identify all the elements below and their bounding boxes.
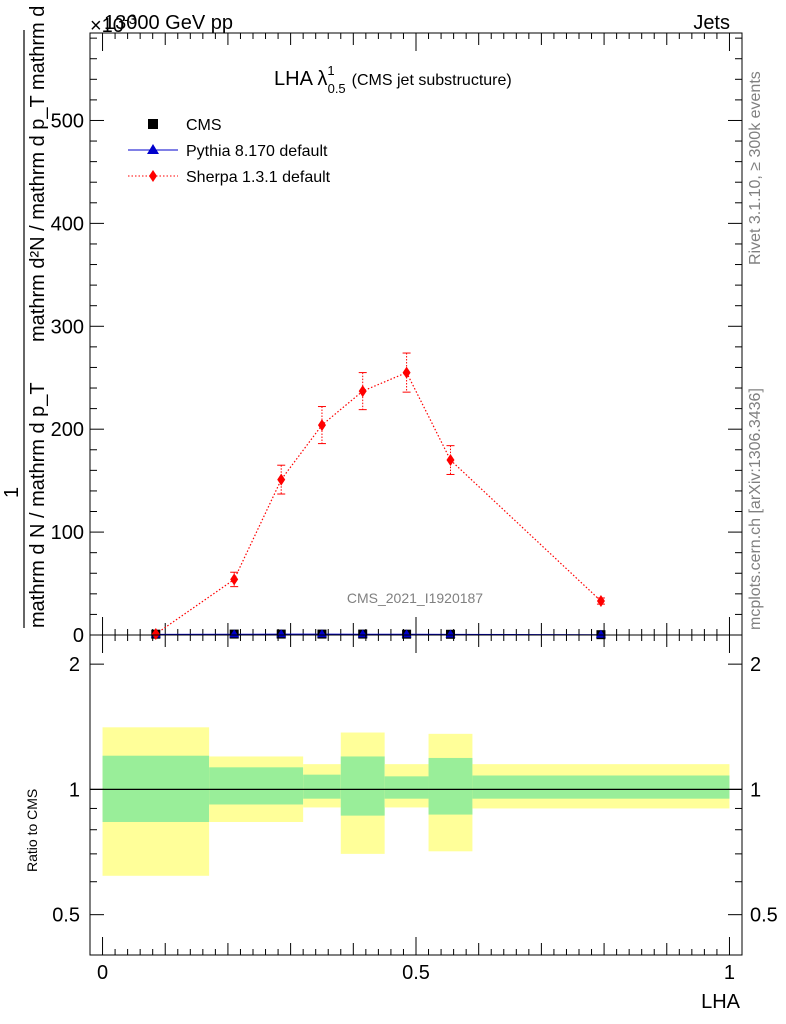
legend-entry-sherpa: Sherpa 1.3.1 default [128,169,331,186]
ratio-y-tick-label-right: 0.5 [750,905,778,927]
ratio-stat-band [428,757,473,815]
ratio-bands [102,727,730,876]
sherpa-point [402,366,411,379]
x-tick-labels: 0 0.5 1 [97,962,735,984]
x-tick-label: 0 [97,962,108,984]
legend-entry-pythia: Pythia 8.170 default [128,143,328,160]
ratio-stat-band [303,774,341,799]
pythia-point [595,629,606,638]
sherpa-line [155,371,602,635]
y-axis-label-inner: mathrm d²N / mathrm d p_T mathrm d lambd… [27,0,49,342]
x-axis-label: LHA [701,991,741,1013]
watermark: CMS_2021_I1920187 [347,590,483,606]
y-axis-label-denominator: mathrm d N / mathrm d p_T [27,382,49,628]
main-y-tick-label: 300 [51,316,84,338]
process-label: Jets [693,12,730,34]
main-y-tick-label: 500 [51,110,84,132]
y-axis-label: 1 mathrm d N / mathrm d p_T mathrm d²N /… [1,0,49,628]
ratio-axis-ticks [90,635,742,956]
ratio-y-tick-label-right: 2 [750,654,761,676]
ratio-y-tick-label: 2 [69,654,80,676]
ratio-stat-band [472,775,730,799]
main-y-tick-label: 400 [51,213,84,235]
ratio-y-tick-label: 0.5 [52,905,80,927]
main-y-tick-label: 100 [51,522,84,544]
main-y-tick-label: 200 [51,419,84,441]
legend-pythia-marker [147,144,159,154]
legend-cms-label: CMS [186,117,222,134]
sherpa-point [230,573,239,586]
rivet-label: Rivet 3.1.10, ≥ 300k events [747,71,764,265]
sherpa-point [596,595,605,608]
x-tick-label: 0.5 [402,962,430,984]
main-y-tick-labels: 0 100 200 300 400 500 [51,110,84,647]
main-panel: 0 100 200 300 400 500 CMS_2021_I1920187 LHA λ… [1,0,743,647]
y-axis-label-numerator: 1 [1,487,23,498]
ratio-y-tick-label: 1 [69,779,80,801]
sherpa-point [317,419,326,432]
sherpa-point [358,385,367,398]
ratio-y-tick-labels: 0.5 0.5 1 1 2 2 [52,654,778,927]
x-tick-label: 1 [724,962,735,984]
sherpa-point [446,454,455,467]
legend-entry-cms: CMS [148,117,222,134]
ratio-stat-band [209,767,304,805]
ratio-panel: 0.5 0.51 12 2 0 0.5 1 Ratio to CMS LHA [24,634,778,1013]
exponent-label: ×10-3 [90,11,137,37]
main-y-tick-label: 0 [73,625,84,647]
energy-label: 13000 GeV pp [104,12,233,34]
legend: CMS Pythia 8.170 default Sherpa 1.3.1 de… [128,117,331,186]
legend-pythia-label: Pythia 8.170 default [186,143,328,160]
ratio-y-axis-label: Ratio to CMS [24,789,40,872]
pythia-line [155,633,601,636]
sherpa-point [277,473,286,486]
legend-cms-marker [148,119,158,129]
ratio-y-tick-label-right: 1 [750,779,761,801]
ratio-stat-band [384,776,429,799]
sherpa-point [151,627,160,640]
ratio-stat-band [340,756,385,816]
legend-sherpa-label: Sherpa 1.3.1 default [186,169,331,186]
chart-title: LHA λ1 0.5 (CMS jet substructure) [274,63,512,96]
mcplots-label: mcplots.cern.ch [arXiv:1306.3436] [747,388,764,630]
legend-sherpa-marker [149,170,157,182]
